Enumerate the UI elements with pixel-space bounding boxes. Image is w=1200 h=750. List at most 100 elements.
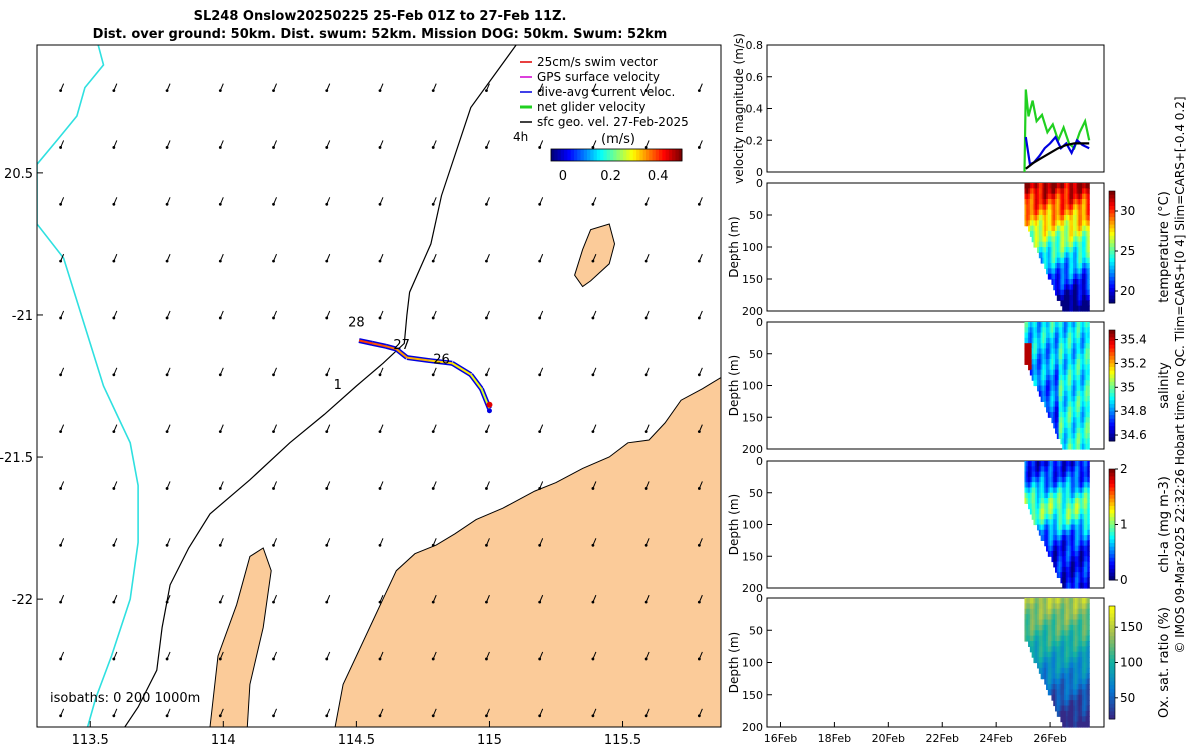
depth-heat-cell xyxy=(1087,646,1090,653)
depth-heat-cell xyxy=(1071,268,1074,275)
depth-heat-cell xyxy=(1072,279,1076,285)
depth-heat-cell xyxy=(1069,705,1072,712)
depth-heat-cell xyxy=(1060,508,1063,515)
depth-heat-cell xyxy=(1035,476,1038,483)
depth-heat-cell xyxy=(1064,540,1067,547)
depth-heat-cell xyxy=(1087,572,1090,579)
colorbar-cell xyxy=(1109,561,1115,566)
depth-heat-cell xyxy=(1060,369,1063,376)
depth-heat-cell xyxy=(1069,519,1072,526)
depth-heat-cell xyxy=(1046,635,1049,642)
depth-heat-cell xyxy=(1069,247,1072,253)
depth-heat-cell xyxy=(1062,443,1065,450)
sfc-vel-arrow-head xyxy=(272,543,275,547)
depth-heat-cell xyxy=(1044,667,1047,674)
depth-heat-cell xyxy=(1031,220,1035,227)
depth-heat-cell xyxy=(1031,513,1035,520)
sfc-vel-arrow xyxy=(272,538,277,547)
depth-heat-cell xyxy=(1064,556,1067,563)
depth-heat-cell xyxy=(1044,322,1047,328)
colorbar-cell xyxy=(1109,576,1115,581)
colorbar-cell xyxy=(619,149,624,161)
sfc-vel-arrow-head xyxy=(591,600,595,604)
colorbar-cell xyxy=(1109,378,1115,383)
sfc-vel-arrow-head xyxy=(325,316,329,320)
colorbar-cell xyxy=(596,149,601,161)
legend-label: 25cm/s swim vector xyxy=(537,55,658,69)
depth-heat-cell xyxy=(1042,385,1045,392)
sfc-vel-arrow-head xyxy=(218,657,222,661)
day-label: 1 xyxy=(334,378,342,393)
sfc-vel-arrow xyxy=(431,651,437,661)
colorbar-cell xyxy=(1109,472,1115,477)
depth-heat-cell xyxy=(1071,433,1074,440)
depth-heat-cell xyxy=(1044,247,1047,253)
depth-heat-cell xyxy=(1053,662,1056,669)
sfc-vel-arrow-head xyxy=(112,259,116,263)
depth-heat-cell xyxy=(1064,263,1067,269)
depth-heat-cell xyxy=(1069,716,1072,723)
depth-heat-cell xyxy=(1053,417,1056,424)
sfc-vel-arrow xyxy=(165,253,171,263)
depth-heat-cell xyxy=(1076,508,1079,515)
depth-heat-cell xyxy=(1071,188,1074,195)
sfc-vel-arrow xyxy=(165,310,171,320)
depth-heat-cell xyxy=(1033,188,1036,195)
depth-heat-cell xyxy=(1031,598,1035,604)
depth-heat-cell xyxy=(1024,359,1027,365)
depth-heat-cell xyxy=(1024,188,1027,195)
depth-heat-cell xyxy=(1069,433,1072,440)
colorbar-tick-label: 34.6 xyxy=(1120,428,1147,442)
depth-heat-cell xyxy=(1033,461,1036,467)
depth-heat-cell xyxy=(1080,401,1083,408)
depth-heat-cell xyxy=(1087,519,1090,526)
depth-heat-cell xyxy=(1067,635,1071,642)
sfc-vel-arrow-head xyxy=(218,89,222,93)
depth-heat-cell xyxy=(1047,364,1051,371)
depth-heat-cell xyxy=(1081,716,1085,723)
depth-heat-cell xyxy=(1028,343,1031,350)
sfc-vel-arrow xyxy=(59,253,65,263)
depth-heat-cell xyxy=(1035,364,1038,371)
depth-heat-cell xyxy=(1074,710,1078,717)
depth-heat-cell xyxy=(1072,353,1076,360)
depth-heat-cell xyxy=(1065,380,1069,387)
depth-heat-cell xyxy=(1060,204,1063,211)
depth-heat-cell xyxy=(1080,689,1083,696)
depth-heat-cell xyxy=(1047,641,1051,647)
depth-heat-cell xyxy=(1071,614,1074,621)
depth-heat-cell xyxy=(1056,572,1060,579)
depth-heat-cell xyxy=(1071,529,1074,536)
sfc-vel-arrow-head xyxy=(378,600,382,604)
depth-heat-cell xyxy=(1064,630,1067,637)
depth-heat-cell xyxy=(1029,498,1033,504)
colorbar-cell xyxy=(678,149,683,161)
sfc-vel-arrow-head xyxy=(59,714,63,718)
depth-heat-cell xyxy=(1060,343,1063,350)
depth-heat-cell xyxy=(1067,193,1071,200)
depth-heat-cell xyxy=(1060,461,1063,467)
depth-heat-cell xyxy=(1067,204,1071,211)
depth-heat-cell xyxy=(1033,619,1036,626)
depth-heat-cell xyxy=(1058,529,1062,536)
depth-heat-cell xyxy=(1072,519,1076,526)
depth-heat-cell xyxy=(1083,332,1087,339)
depth-heat-cell xyxy=(1049,332,1053,339)
depth-heat-cell xyxy=(1083,380,1087,387)
depth-heat-cell xyxy=(1071,443,1074,450)
colorbar-cell xyxy=(1109,557,1115,562)
depth-heat-cell xyxy=(1081,635,1085,642)
depth-heat-cell xyxy=(1024,209,1027,216)
depth-heat-cell xyxy=(1076,188,1079,195)
depth-heat-cell xyxy=(1053,545,1056,552)
depth-heat-cell xyxy=(1024,603,1027,610)
depth-heat-cell xyxy=(1044,482,1047,489)
depth-heat-cell xyxy=(1035,487,1038,494)
depth-heat-cell xyxy=(1069,466,1072,473)
depth-heat-cell xyxy=(1069,540,1072,547)
depth-heat-cell xyxy=(1046,524,1049,531)
depth-heat-cell xyxy=(1029,487,1033,494)
depth-heat-cell xyxy=(1085,619,1088,626)
depth-heat-cell xyxy=(1053,529,1056,536)
depth-heat-cell xyxy=(1078,289,1081,296)
